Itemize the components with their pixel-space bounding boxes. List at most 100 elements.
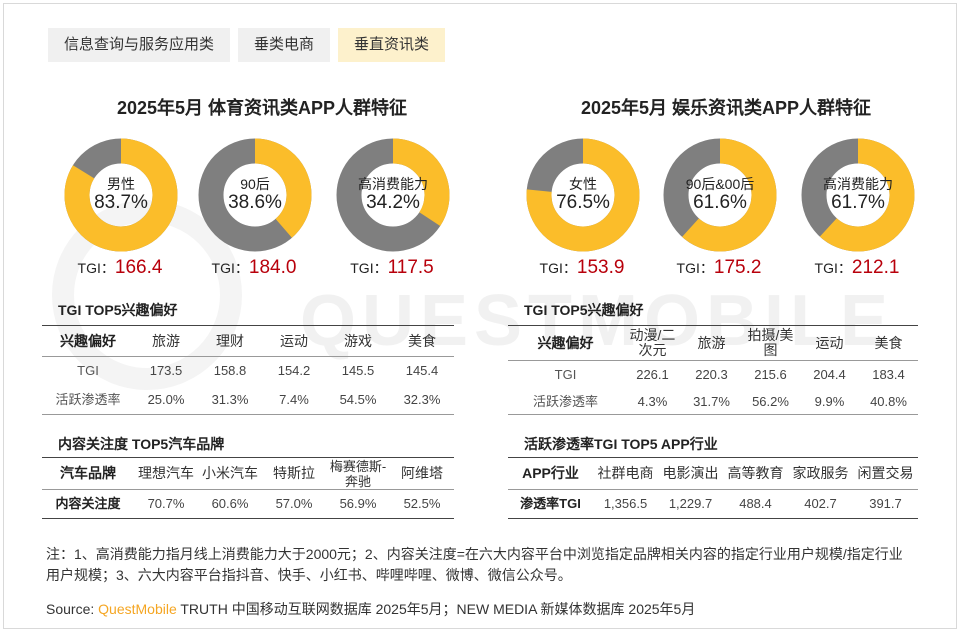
- table-header-cell: 家政服务: [792, 465, 849, 481]
- tab-vertical-news[interactable]: 垂直资讯类: [338, 28, 446, 62]
- donut-percent: 34.2%: [366, 192, 420, 213]
- table-cell: 56.2%: [752, 393, 789, 409]
- table-rule: [508, 414, 918, 415]
- table-header-cell: 兴趣偏好: [60, 332, 116, 349]
- right-panel-title: 2025年5月 娱乐资讯类APP人群特征: [580, 98, 872, 118]
- table-rule: [508, 489, 918, 490]
- table-cell: 226.1: [636, 366, 669, 382]
- table-rule: [508, 457, 918, 458]
- table-header-cell: 理财: [216, 332, 244, 349]
- right-interest-table: 兴趣偏好 动漫/二次元 旅游 拍摄/美图 运动 美食 TGI 226.1 220…: [508, 326, 918, 414]
- table-header-cell: 动漫/二次元: [629, 327, 676, 358]
- donut-value-slice: [801, 138, 915, 252]
- category-tabs: 信息查询与服务应用类 垂类电商 垂直资讯类: [48, 28, 446, 62]
- donut-label: 90后&00后: [685, 176, 755, 192]
- tab-info-query[interactable]: 信息查询与服务应用类: [48, 28, 231, 62]
- donut-chart: 90后 38.6%: [198, 138, 312, 252]
- donut-value-slice: [336, 138, 450, 252]
- donut-label: 女性: [569, 176, 597, 192]
- table-cell: 7.4%: [279, 392, 309, 407]
- tab-vertical-ecommerce[interactable]: 垂类电商: [238, 28, 331, 62]
- table-row: 渗透率TGI 1,356.5 1,229.7 488.4 402.7 391.7: [508, 489, 918, 518]
- table-rule: [508, 360, 918, 361]
- left-panel-title: 2025年5月 体育资讯类APP人群特征: [116, 98, 408, 118]
- donut-svg: [526, 138, 640, 252]
- row-label: 活跃渗透率: [532, 393, 598, 409]
- table-header-row: APP行业 社群电商 电影演出 高等教育 家政服务 闲置交易: [508, 458, 918, 489]
- tgi-readout: TGI：166.4: [50, 257, 190, 279]
- table-rule: [42, 489, 454, 490]
- tgi-prefix: TGI：: [814, 260, 852, 276]
- table-cell: 25.0%: [147, 392, 185, 407]
- table-cell: 215.6: [754, 366, 787, 382]
- table-cell: 32.3%: [403, 392, 441, 407]
- donut-label: 高消费能力: [823, 176, 893, 192]
- watermark-text: QUESTMOBILE: [300, 281, 895, 361]
- row-label: 内容关注度: [55, 496, 121, 511]
- tgi-value: 153.9: [576, 257, 625, 278]
- table-header-cell: 阿维塔: [401, 465, 443, 481]
- table-rule: [508, 325, 918, 326]
- table-cell: 391.7: [869, 496, 902, 511]
- table-header-cell: 运动: [280, 332, 308, 349]
- donut-chart: 男性 83.7%: [64, 138, 178, 252]
- donut-chart: 90后&00后 61.6%: [663, 138, 777, 252]
- table-cell: 204.4: [813, 366, 846, 382]
- donut-label: 男性: [107, 176, 135, 192]
- table-cell: 52.5%: [403, 496, 441, 511]
- donut-svg: [198, 138, 312, 252]
- table-header-cell: 梅赛德斯-奔驰: [329, 458, 387, 489]
- table-cell: 145.5: [341, 363, 375, 378]
- table-header-cell: 运动: [815, 334, 844, 351]
- table-cell: 488.4: [739, 496, 772, 511]
- left-interest-title: TGI TOP5兴趣偏好: [58, 302, 178, 318]
- right-app-table: APP行业 社群电商 电影演出 高等教育 家政服务 闲置交易 渗透率TGI 1,…: [508, 458, 918, 518]
- row-label: 渗透率TGI: [520, 496, 581, 511]
- donut-svg: [64, 138, 178, 252]
- table-cell: 4.3%: [637, 393, 668, 409]
- table-header-cell: 美食: [874, 334, 903, 351]
- table-header-cell: 拍摄/美图: [747, 327, 794, 358]
- tgi-value: 117.5: [387, 257, 434, 278]
- table-cell: 154.2: [277, 363, 311, 378]
- tgi-readout: TGI：175.2: [649, 257, 789, 279]
- table-cell: 402.7: [804, 496, 837, 511]
- table-cell: 1,356.5: [603, 496, 648, 511]
- table-header-cell: 美食: [408, 332, 436, 349]
- left-brand-title: 内容关注度 TOP5汽车品牌: [58, 436, 225, 452]
- source-line: Source: QuestMobile TRUTH 中国移动互联网数据库 202…: [46, 599, 695, 619]
- donut-percent: 61.6%: [693, 192, 747, 213]
- table-header-cell: 兴趣偏好: [537, 334, 594, 351]
- donut-chart: 高消费能力 34.2%: [336, 138, 450, 252]
- donut-value-slice: [663, 138, 777, 252]
- table-row: TGI 173.5 158.8 154.2 145.5 145.4: [42, 356, 454, 385]
- footnote: 注：1、高消费能力指月线上消费能力大于2000元；2、内容关注度=在六大内容平台…: [46, 546, 903, 583]
- donut-chart: 女性 76.5%: [526, 138, 640, 252]
- donut-label: 90后: [240, 176, 270, 192]
- source-prefix: Source:: [46, 601, 99, 617]
- row-label: TGI: [554, 366, 577, 382]
- tgi-readout: TGI：153.9: [512, 257, 652, 279]
- table-cell: 31.3%: [211, 392, 249, 407]
- tgi-prefix: TGI：: [539, 260, 577, 276]
- donut-label: 高消费能力: [358, 176, 428, 192]
- tgi-value: 175.2: [713, 257, 762, 278]
- tgi-prefix: TGI：: [676, 260, 714, 276]
- table-row: 活跃渗透率 4.3% 31.7% 56.2% 9.9% 40.8%: [508, 388, 918, 414]
- tgi-readout: TGI：117.5: [322, 257, 462, 279]
- table-rule: [42, 518, 454, 519]
- table-header-cell: 旅游: [152, 332, 180, 349]
- right-interest-title: TGI TOP5兴趣偏好: [524, 302, 644, 318]
- table-header-cell: 电影演出: [662, 465, 719, 481]
- table-header-row: 兴趣偏好 旅游 理财 运动 游戏 美食: [42, 326, 454, 356]
- table-cell: 9.9%: [814, 393, 845, 409]
- left-brand-table: 汽车品牌 理想汽车 小米汽车 特斯拉 梅赛德斯-奔驰 阿维塔 内容关注度 70.…: [42, 458, 454, 518]
- table-header-cell: 小米汽车: [202, 465, 258, 481]
- table-row: TGI 226.1 220.3 215.6 204.4 183.4: [508, 360, 918, 388]
- left-interest-table: 兴趣偏好 旅游 理财 运动 游戏 美食 TGI 173.5 158.8 154.…: [42, 326, 454, 414]
- table-rule: [42, 356, 454, 357]
- tgi-prefix: TGI：: [350, 260, 388, 276]
- source-brand: QuestMobile: [98, 601, 177, 617]
- table-cell: 54.5%: [339, 392, 377, 407]
- table-row: 内容关注度 70.7% 60.6% 57.0% 56.9% 52.5%: [42, 489, 454, 518]
